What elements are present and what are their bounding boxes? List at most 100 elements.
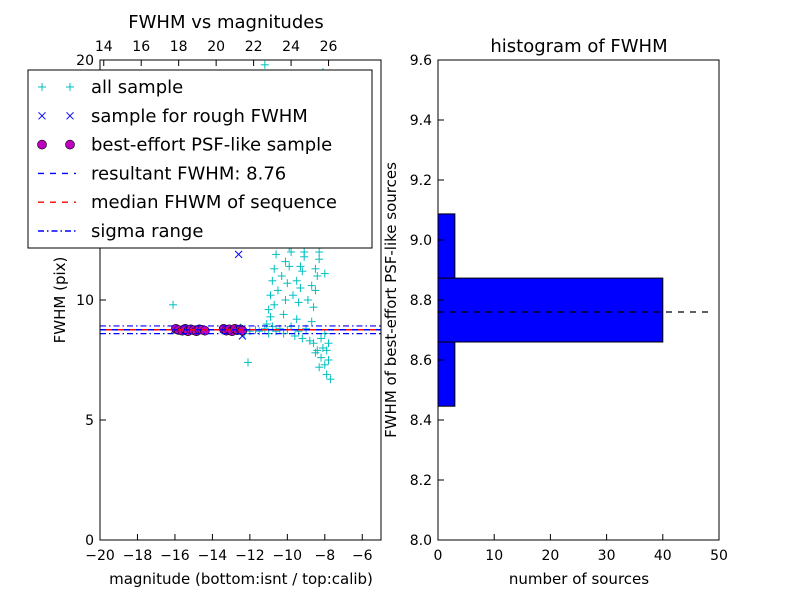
legend-box (27, 69, 373, 249)
hist-y-tick-label: 8.0 (410, 533, 432, 549)
y-tick-label: 5 (85, 413, 94, 429)
y-tick-label: 0 (85, 533, 94, 549)
series-0-point (255, 327, 264, 336)
legend-item: best-effort PSF-like sample (37, 135, 332, 156)
legend-label: all sample (91, 77, 183, 98)
histogram-panel: 0 10 20 30 40 50 8.0 8.2 8.4 8.6 8.8 9.0 9.2 9.4 9.6 h… (382, 36, 728, 588)
series-0-point (320, 329, 329, 338)
legend-item: sample for rough FWHM (38, 106, 308, 127)
series-0-point (315, 248, 324, 256)
hist-x-tick-label: 40 (654, 548, 672, 564)
series-0-point (313, 272, 322, 280)
series-0-point (273, 286, 282, 295)
hist-y-tick-label: 8.8 (410, 293, 432, 309)
legend-items: all sample sample for rough FWHM best-effo… (37, 77, 337, 242)
scatter-title: FWHM vs magnitudes (128, 12, 323, 33)
series-0-point (309, 339, 318, 348)
top-tick-label: 26 (320, 39, 338, 55)
series-0-point (266, 291, 275, 300)
top-tick-label: 24 (282, 39, 300, 55)
series-0-point (270, 264, 279, 273)
hist-y-tick-label: 9.2 (410, 173, 432, 189)
series-0-point (279, 310, 288, 319)
hist-x-tick-label: 0 (434, 548, 443, 564)
series-0-point (292, 315, 301, 324)
x-tick-label: −6 (352, 548, 373, 564)
legend-item: resultant FWHM: 8.76 (38, 163, 286, 184)
series-1-point (234, 250, 243, 259)
legend-label: median FHWM of sequence (91, 192, 337, 213)
series-0-point (324, 339, 333, 348)
top-tick-label: 18 (170, 39, 188, 55)
scatter-y-axis-label: FWHM (pix) (51, 257, 69, 344)
x-tick-label: −16 (160, 548, 190, 564)
reference-lines (100, 325, 381, 335)
series-0-point (294, 298, 303, 307)
series-0-point (298, 334, 307, 343)
series-0-point (311, 348, 320, 357)
series-0-point (303, 296, 312, 304)
series-0-point (264, 305, 273, 314)
series-0-point (169, 300, 178, 309)
top-tick-label: 14 (95, 39, 113, 55)
series-0-point (311, 286, 320, 295)
series-0-point (292, 276, 301, 285)
hist-y-tick-label: 8.6 (410, 353, 432, 369)
series-0-point (266, 312, 275, 321)
top-tick-label: 22 (245, 39, 263, 55)
legend-item: sigma range (38, 221, 203, 242)
histogram-bar (437, 213, 456, 279)
series-0-point (260, 60, 269, 69)
series-0-point (262, 320, 271, 328)
legend-label: sample for rough FWHM (91, 106, 308, 127)
legend-item: all sample (38, 77, 183, 98)
series-0-point (300, 248, 309, 256)
series-0-point (296, 262, 305, 271)
x-tick-label: −18 (123, 548, 153, 564)
series-0-point (315, 255, 324, 264)
scatter-x-axis-label: magnitude (bottom:isnt / top:calib) (109, 570, 373, 588)
x-tick-label: −12 (235, 548, 265, 564)
x-tick-label: −20 (85, 548, 115, 564)
legend-label: sigma range (91, 221, 203, 242)
series-2-point (237, 325, 248, 336)
series-0-point (317, 334, 326, 343)
legend-x-b (66, 111, 74, 120)
hist-x-tick-label: 20 (541, 548, 559, 564)
y-tick-label: 20 (76, 53, 94, 69)
series-0-point (320, 360, 329, 369)
legend-label: best-effort PSF-like sample (91, 135, 332, 156)
series-0-point (287, 248, 296, 256)
hist-y-tick-label: 9.0 (410, 233, 432, 249)
series-0-point (288, 291, 297, 300)
series-0-point (311, 264, 320, 273)
histogram-bars (437, 213, 664, 407)
series-0-point (307, 317, 316, 326)
legend-x-b (38, 111, 46, 120)
series-0-point (272, 250, 281, 259)
legend-circle (37, 139, 47, 150)
series-0-point (298, 267, 307, 276)
legend-label: resultant FWHM: 8.76 (91, 163, 286, 184)
histogram-x-axis-label: number of sources (509, 570, 649, 588)
y-tick-label: 10 (76, 293, 94, 309)
top-tick-label: 20 (207, 39, 225, 55)
scatter-marks (169, 60, 335, 384)
series-0-point (309, 303, 318, 312)
series-0-point (277, 272, 286, 280)
series-0-point (283, 279, 292, 288)
x-tick-label: −10 (273, 548, 303, 564)
histogram-title: histogram of FWHM (490, 36, 667, 57)
series-0-point (270, 300, 279, 309)
histogram-bar (437, 277, 664, 343)
series-0-point (285, 262, 294, 271)
series-0-point (243, 358, 252, 367)
hist-x-tick-label: 30 (598, 548, 616, 564)
hist-y-tick-label: 8.4 (410, 413, 432, 429)
legend-circle (65, 139, 75, 150)
series-0-point (324, 356, 333, 364)
series-0-point (315, 363, 324, 372)
hist-y-tick-label: 8.2 (410, 473, 432, 489)
